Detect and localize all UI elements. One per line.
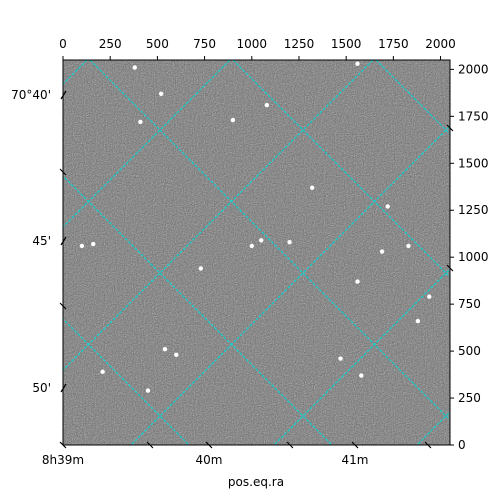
x-tick-label: 1500 <box>331 37 362 51</box>
star <box>379 249 385 254</box>
star <box>174 352 179 358</box>
grid-edge-tick <box>59 168 67 176</box>
star <box>158 91 164 97</box>
ra-tick <box>351 441 359 449</box>
grid-edge-tick <box>286 441 294 449</box>
image-area <box>0 60 450 460</box>
grid-edge-tick <box>424 441 432 449</box>
star <box>100 369 105 374</box>
dec-tick <box>60 236 67 246</box>
star <box>338 356 343 361</box>
y-tick-label: 1250 <box>458 203 489 217</box>
x-tick-label: 750 <box>193 37 216 51</box>
x-tick-label: 1250 <box>284 37 315 51</box>
y-tick-label: 2000 <box>458 62 489 76</box>
y-tick-label: 500 <box>458 344 481 358</box>
star <box>145 388 151 393</box>
star <box>138 119 143 125</box>
x-tick-label: 1750 <box>378 37 409 51</box>
x-tick-label: 0 <box>59 37 67 51</box>
star <box>162 347 168 352</box>
grid-edge-tick <box>146 441 154 449</box>
star <box>415 318 421 324</box>
star <box>385 204 390 209</box>
ra-tick-label: 41m <box>342 453 369 467</box>
dec-grid-line <box>0 60 61 460</box>
star <box>427 294 432 299</box>
dec-tick-label: 70°40' <box>11 88 51 102</box>
star <box>91 241 96 247</box>
star <box>355 61 360 66</box>
x-tick-label: 2000 <box>425 37 456 51</box>
y-tick-label: 0 <box>458 438 466 452</box>
x-tick-label: 1000 <box>237 37 268 51</box>
grid-edge-tick <box>446 264 454 272</box>
star <box>309 185 315 190</box>
y-tick-label: 1000 <box>458 250 489 264</box>
grid-edge-tick <box>59 302 67 310</box>
y-tick-label: 250 <box>458 391 481 405</box>
star <box>198 266 204 271</box>
pixel-axes: 0 250 500 750 1000 1250 1500 1750 2000 0 250 500 750… <box>59 37 488 452</box>
star <box>249 243 254 249</box>
x-tick-label: 500 <box>146 37 169 51</box>
dec-tick <box>60 90 67 100</box>
star <box>230 117 236 123</box>
star-layer <box>79 61 432 393</box>
dec-tick-label: 50' <box>32 381 51 395</box>
star <box>359 373 364 378</box>
star <box>264 102 270 108</box>
ra-tick <box>205 441 213 449</box>
y-tick-label: 1500 <box>458 156 489 170</box>
y-tick-label: 1750 <box>458 109 489 123</box>
ra-tick-label: 8h39m <box>42 453 84 467</box>
star <box>287 239 292 245</box>
star <box>132 65 137 70</box>
dec-tick-label: 45' <box>32 234 51 248</box>
ra-tick <box>59 441 67 449</box>
world-axes: 70°40' 45' 50' 8h39m 40m 41m <box>11 88 454 467</box>
ra-tick-label: 40m <box>196 453 223 467</box>
y-tick-label: 750 <box>458 297 481 311</box>
x-axis-label: pos.eq.ra <box>228 475 284 489</box>
dec-tick <box>60 383 67 393</box>
plot-frame <box>62 59 451 446</box>
star <box>355 279 360 284</box>
star <box>259 238 264 243</box>
star <box>79 243 85 249</box>
star <box>406 243 411 249</box>
x-tick-label: 250 <box>99 37 122 51</box>
grid-edge-tick <box>446 124 454 132</box>
